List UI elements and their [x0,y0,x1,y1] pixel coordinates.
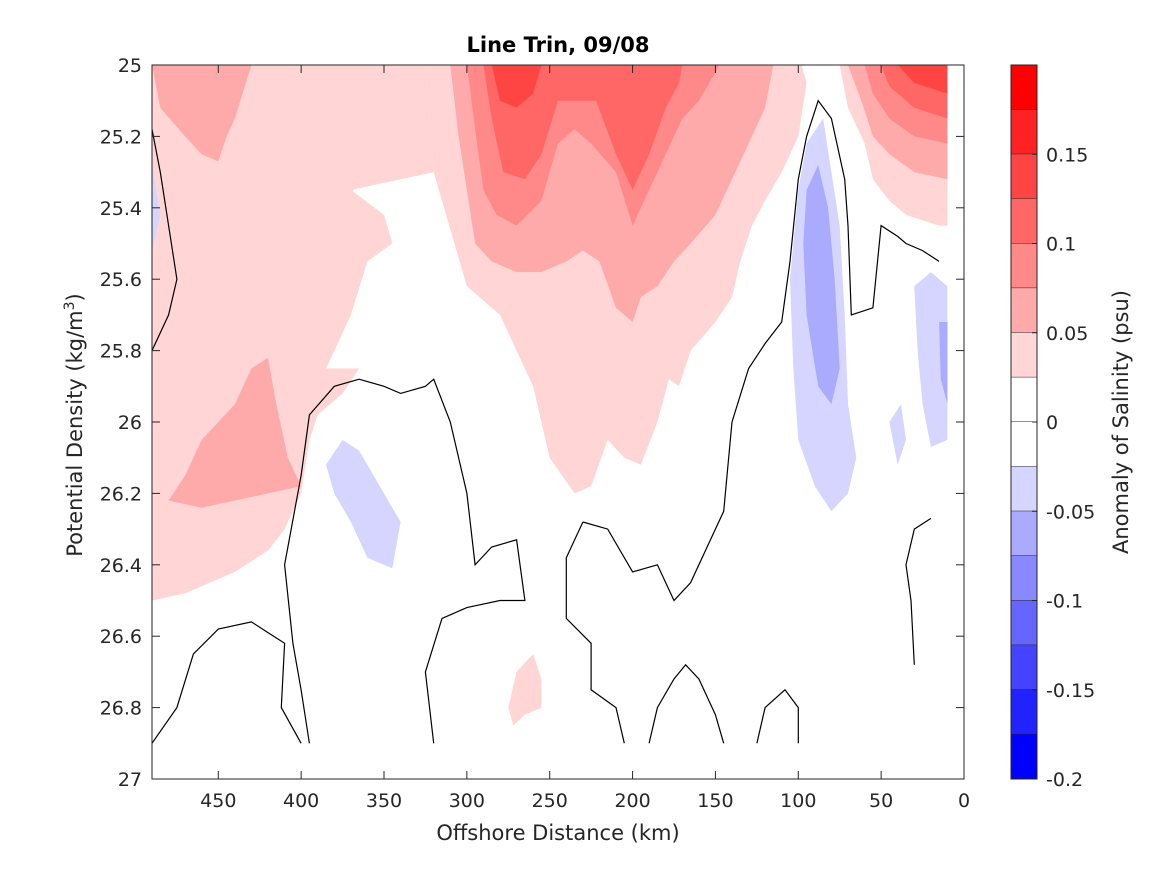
y-tick-label-2: 25.4 [100,198,142,220]
contour-region-21 [508,654,542,726]
x-tick-label-8: 50 [869,790,893,812]
x-tick-label-0: 450 [200,790,236,812]
contour-region-19 [803,165,840,405]
zero-contour-line-7 [905,517,932,665]
x-tick-label-2: 350 [366,790,402,812]
x-tick-label-3: 300 [449,790,485,812]
colorbar-band-11 [1011,555,1037,601]
colorbar-band-1 [1011,109,1037,155]
contour-region-10 [483,65,683,190]
colorbar-tick-label-7: -0.2 [1046,769,1083,791]
contour-region-12 [491,65,542,108]
y-tick-label-5: 26 [118,412,142,434]
colorbar-tick-label-6: -0.15 [1046,680,1095,702]
colorbar-band-12 [1011,600,1037,646]
colorbar-band-4 [1011,243,1037,289]
zero-contour-line-5 [648,663,725,744]
x-tick-label-4: 250 [532,790,568,812]
colorbar-band-10 [1011,511,1037,556]
colorbar-tick-label-0: 0.15 [1046,144,1088,166]
colorbar-tick-label-5: -0.1 [1046,591,1083,613]
x-axis-ticks: 450 400 350 300 250 200 150 100 50 0 [200,65,970,812]
colorbar-band-0 [1011,65,1037,110]
contour-region-14 [326,439,401,569]
colorbar-band-2 [1011,154,1037,199]
contour-region-13 [897,65,948,94]
colorbar-tick-label-3: 0 [1046,412,1058,434]
colorbar-band-7 [1011,377,1037,422]
colorbar-band-6 [1011,332,1037,378]
y-tick-label-8: 26.6 [100,626,142,648]
zero-contour-line-6 [756,688,799,744]
x-tick-label-6: 150 [697,790,733,812]
colorbar-tick-label-4: -0.05 [1046,501,1095,523]
chart-title: Line Trin, 09/08 [466,33,649,57]
colorbar-band-15 [1011,734,1037,779]
contour-region-4 [152,65,252,162]
colorbar [1011,65,1037,780]
x-axis-label: Offshore Distance (km) [436,821,679,845]
x-tick-label-1: 400 [283,790,319,812]
contour-region-20 [939,322,948,405]
y-tick-label-0: 25 [118,55,142,77]
y-axis-label-main: Potential Density (kg/m [63,310,87,556]
colorbar-band-13 [1011,645,1037,690]
x-tick-label-5: 200 [614,790,650,812]
colorbar-band-5 [1011,288,1037,333]
colorbar-ticks: 0.15 0.1 0.05 0 -0.05 -0.1 -0.15 -0.2 [1032,144,1095,791]
x-tick-label-7: 100 [780,790,816,812]
zero-contour-line-4 [565,521,625,744]
colorbar-tick-label-1: 0.1 [1046,234,1076,256]
colorbar-band-14 [1011,689,1037,735]
colorbar-band-8 [1011,422,1037,467]
x-tick-label-9: 0 [958,790,970,812]
y-tick-label-1: 25.2 [100,126,142,148]
y-tick-label-10: 27 [118,769,142,791]
contour-region-5 [168,357,302,508]
y-axis-label-end: ) [63,293,87,301]
colorbar-label: Anomaly of Salinity (psu) [1109,290,1133,554]
y-tick-label-7: 26.4 [100,555,142,577]
zero-contour-line-2 [283,378,526,744]
zero-contour-layer [152,99,940,744]
y-tick-label-9: 26.8 [100,698,142,720]
zero-contour-line-3 [582,99,940,602]
y-axis-ticks: 25 25.2 25.4 25.6 25.8 26 26.2 26.4 26.6 26.8 27 [100,55,964,791]
y-axis-label-superscript: 3 [62,301,78,310]
contour-region-16 [914,272,948,447]
colorbar-tick-label-2: 0.05 [1046,323,1088,345]
zero-contour-line-1 [152,621,302,744]
y-tick-label-6: 26.2 [100,483,142,505]
y-axis-label: Potential Density (kg/m3) [62,293,87,557]
colorbar-band-3 [1011,198,1037,244]
y-tick-label-3: 25.6 [100,269,142,291]
colorbar-band-9 [1011,466,1037,512]
zero-contour-line-0 [152,129,178,351]
y-tick-label-4: 25.8 [100,341,142,363]
contour-fill-layer [152,65,948,726]
contour-region-17 [889,404,906,465]
